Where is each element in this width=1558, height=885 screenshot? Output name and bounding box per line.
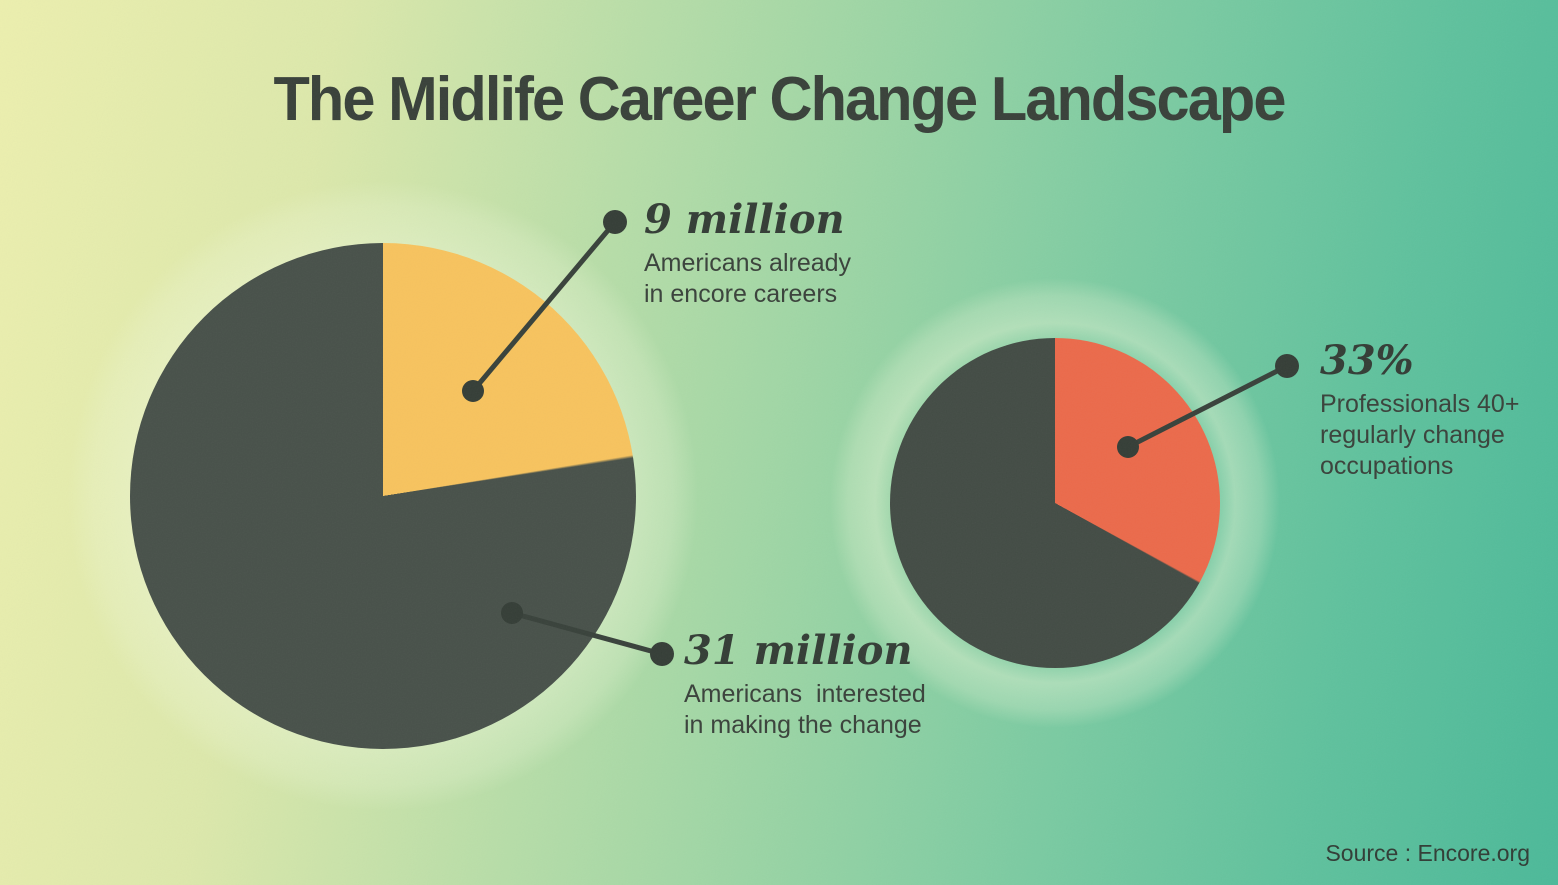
annotation-encore: 9 million Americans already in encore ca…: [644, 199, 851, 310]
annotation-body: Professionals 40+ regularly change occup…: [1320, 390, 1520, 480]
pie-chart-occupation-change: [890, 338, 1220, 668]
annotation-headline: 31 million: [684, 627, 913, 674]
annotation-interested: 31 million Americans interested in makin…: [684, 630, 926, 741]
annotation-headline: 33%: [1320, 337, 1414, 384]
callout-dot: [1275, 354, 1299, 378]
pie-chart-encore-careers: [130, 243, 636, 749]
annotation-headline: 9 million: [644, 196, 845, 243]
source-note: Source : Encore.org: [1325, 840, 1530, 866]
annotation-body: Americans interested in making the chang…: [684, 680, 926, 739]
page-title: The Midlife Career Change Landscape: [273, 65, 1286, 134]
annotation-professionals: 33% Professionals 40+ regularly change o…: [1320, 340, 1519, 482]
callout-dot: [603, 210, 627, 234]
annotation-body: Americans already in encore careers: [644, 249, 852, 308]
